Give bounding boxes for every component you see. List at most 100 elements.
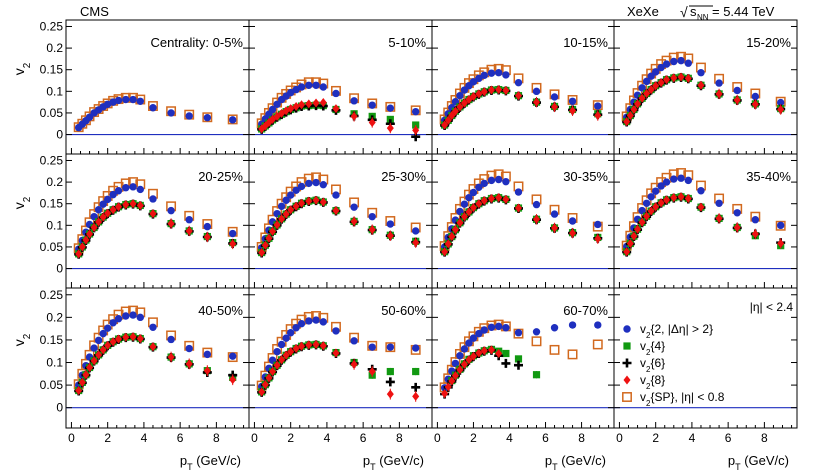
x-tick-label: 0: [68, 431, 75, 445]
legend-marker-v2-sp: [622, 392, 632, 402]
y-tick-label: 0.15: [40, 333, 64, 347]
point-v2-sp: [531, 336, 542, 347]
point-v2-8: [533, 214, 541, 224]
point-v2-2: [94, 206, 103, 214]
legend: |η| < 2.4 v2{2, |Δη| > 2}v2{4}v2{6}v2{8}v…: [622, 300, 793, 408]
legend-label-v2-4: v2{4}: [640, 339, 665, 357]
point-v2-2: [475, 329, 483, 338]
point-v2-8: [670, 73, 678, 83]
point-v2-8: [386, 389, 394, 399]
point-v2-8: [167, 219, 175, 229]
centrality-label: 40-50%: [198, 303, 243, 318]
point-v2-8: [448, 376, 456, 386]
centrality-label: 20-25%: [198, 169, 243, 184]
point-v2-8: [657, 198, 665, 208]
point-v2-8: [86, 362, 94, 372]
point-v2-2: [268, 105, 277, 114]
point-v2-8: [715, 89, 723, 99]
series-v2-8: [75, 199, 237, 259]
point-v2-8: [122, 332, 130, 342]
point-v2-2: [456, 352, 464, 360]
point-v2-2: [305, 81, 313, 89]
point-v2-sp: [549, 344, 560, 355]
point-v2-2: [638, 84, 646, 92]
point-v2-8: [533, 97, 541, 107]
point-v2-8: [287, 104, 295, 114]
point-v2-2: [733, 209, 741, 217]
point-v2-2: [114, 96, 123, 105]
point-v2-2: [475, 74, 483, 83]
point-v2-8: [350, 111, 358, 121]
panel-10: 0 2 4 6 8 50-60%: [248, 287, 433, 445]
point-v2-6: [501, 358, 511, 368]
point-v2-2: [532, 200, 541, 209]
y-tick-label: 0.25: [40, 288, 64, 302]
point-v2-2: [203, 113, 212, 122]
y-tick-label: 0: [56, 262, 63, 276]
point-v2-8: [412, 391, 420, 401]
point-v2-8: [78, 242, 86, 252]
point-v2-2: [122, 95, 130, 104]
point-v2-2: [203, 222, 212, 231]
point-v2-2: [487, 69, 496, 77]
point-v2-8: [136, 200, 144, 210]
point-v2-2: [228, 352, 237, 360]
point-v2-8: [203, 232, 211, 242]
point-v2-2: [487, 176, 496, 185]
series-v2-2: [74, 95, 237, 132]
point-v2-8: [149, 342, 157, 352]
point-v2-2: [292, 186, 300, 195]
point-v2-8: [684, 73, 692, 83]
centrality-label: 30-35%: [563, 169, 608, 184]
centrality-label: 5-10%: [388, 35, 426, 50]
point-v2-2: [670, 57, 678, 66]
legend-label-v2-2: v2{2, |Δη| > 2}: [640, 322, 713, 340]
point-v2-8: [265, 373, 273, 383]
point-v2-8: [569, 106, 577, 116]
point-v2-2: [386, 220, 395, 228]
point-v2-sp: [202, 112, 213, 123]
point-v2-2: [697, 187, 705, 195]
x-axis-label: pT (GeV/c): [728, 453, 789, 472]
point-v2-2: [277, 340, 286, 349]
point-v2-8: [261, 240, 269, 250]
point-v2-2: [185, 216, 193, 224]
point-v2-2: [305, 317, 313, 325]
point-v2-2: [350, 97, 358, 105]
point-v2-8: [715, 213, 723, 223]
panel-1: 0 0.05 0.1 0.15 0.2 0.25 Centrality: 0-5%: [40, 19, 250, 155]
legend-marker-v2-8: [623, 375, 631, 385]
point-v2-8: [460, 98, 468, 108]
point-v2-2: [460, 345, 469, 353]
point-v2-8: [282, 350, 290, 360]
point-v2-2: [550, 93, 559, 101]
point-v2-8: [368, 367, 376, 377]
series-v2-2: [622, 174, 785, 251]
point-v2-8: [663, 75, 671, 85]
point-v2-8: [451, 106, 459, 116]
point-v2-2: [480, 326, 488, 334]
point-v2-8: [332, 206, 340, 216]
legend-label-v2-8: v2{8}: [640, 373, 665, 391]
x-tick-label: 4: [324, 431, 331, 445]
point-v2-8: [495, 85, 503, 95]
point-v2-2: [203, 350, 212, 359]
point-v2-2: [282, 196, 290, 204]
point-v2-8: [444, 382, 452, 392]
point-v2-8: [368, 225, 376, 235]
point-v2-8: [495, 348, 503, 358]
point-v2-8: [448, 232, 456, 242]
point-v2-2: [149, 104, 157, 112]
point-v2-4: [532, 371, 541, 379]
point-v2-8: [298, 198, 306, 208]
x-tick-label: 6: [542, 431, 549, 445]
point-v2-6: [513, 360, 523, 370]
point-v2-2: [684, 59, 692, 67]
point-v2-2: [319, 83, 327, 91]
series-v2-8: [258, 98, 420, 136]
point-v2-8: [99, 345, 107, 355]
x-tick-label: 8: [213, 431, 220, 445]
x-tick-label: 8: [396, 431, 403, 445]
point-v2-8: [551, 223, 559, 233]
